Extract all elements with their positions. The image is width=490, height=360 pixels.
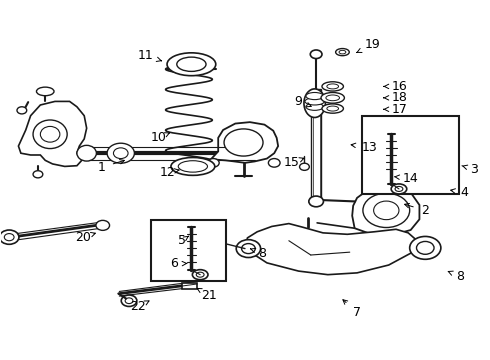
Text: 19: 19 — [357, 39, 381, 53]
Text: 16: 16 — [384, 80, 408, 93]
Ellipse shape — [305, 98, 324, 105]
Ellipse shape — [322, 82, 343, 91]
Text: 1: 1 — [98, 159, 124, 174]
Polygon shape — [19, 102, 87, 166]
Ellipse shape — [33, 120, 67, 149]
Text: 15: 15 — [284, 156, 304, 169]
Ellipse shape — [309, 196, 323, 207]
Bar — [151, 220, 225, 281]
Ellipse shape — [410, 237, 441, 259]
Ellipse shape — [96, 220, 110, 230]
Ellipse shape — [363, 193, 410, 228]
Text: 12: 12 — [160, 166, 179, 179]
Ellipse shape — [193, 270, 208, 280]
Ellipse shape — [322, 104, 343, 113]
Ellipse shape — [336, 49, 349, 56]
Ellipse shape — [391, 184, 407, 194]
Ellipse shape — [374, 201, 399, 220]
Text: 11: 11 — [138, 49, 162, 62]
Ellipse shape — [416, 242, 434, 254]
Text: 8: 8 — [250, 247, 267, 260]
Ellipse shape — [304, 89, 325, 117]
Text: 13: 13 — [351, 141, 377, 154]
Text: 5: 5 — [178, 234, 189, 247]
Ellipse shape — [395, 186, 403, 192]
Ellipse shape — [299, 163, 309, 170]
Text: 17: 17 — [384, 103, 408, 116]
Text: 18: 18 — [384, 91, 408, 104]
Ellipse shape — [125, 298, 133, 303]
Text: 8: 8 — [448, 270, 465, 283]
Ellipse shape — [339, 50, 346, 54]
Ellipse shape — [207, 158, 219, 167]
Ellipse shape — [17, 107, 27, 114]
Ellipse shape — [224, 129, 263, 156]
Ellipse shape — [0, 230, 19, 244]
Ellipse shape — [114, 148, 128, 158]
Ellipse shape — [236, 240, 261, 257]
Text: 7: 7 — [343, 300, 361, 319]
Bar — [362, 116, 460, 194]
Bar — [182, 283, 197, 289]
Ellipse shape — [177, 57, 206, 71]
Ellipse shape — [171, 157, 215, 175]
Text: 2: 2 — [405, 203, 429, 217]
Text: 22: 22 — [130, 300, 149, 313]
Ellipse shape — [77, 145, 97, 161]
Ellipse shape — [107, 143, 134, 163]
Ellipse shape — [326, 95, 340, 101]
Text: 6: 6 — [171, 257, 187, 270]
Ellipse shape — [321, 93, 344, 103]
Ellipse shape — [40, 126, 60, 142]
Ellipse shape — [362, 178, 374, 185]
Ellipse shape — [167, 53, 216, 76]
Ellipse shape — [306, 103, 323, 111]
Polygon shape — [245, 224, 418, 275]
Polygon shape — [352, 187, 419, 234]
Ellipse shape — [306, 93, 323, 100]
Text: 21: 21 — [197, 288, 217, 302]
Ellipse shape — [242, 244, 255, 253]
Ellipse shape — [178, 161, 207, 172]
Ellipse shape — [327, 106, 339, 111]
Ellipse shape — [36, 87, 54, 96]
Ellipse shape — [327, 84, 339, 89]
Text: 20: 20 — [75, 231, 96, 244]
Text: 9: 9 — [294, 95, 311, 108]
Ellipse shape — [269, 158, 280, 167]
Ellipse shape — [33, 171, 43, 178]
Bar — [311, 89, 321, 200]
Polygon shape — [211, 122, 278, 163]
Ellipse shape — [310, 50, 322, 59]
Ellipse shape — [196, 272, 204, 277]
Ellipse shape — [121, 295, 137, 306]
Text: 10: 10 — [150, 131, 170, 144]
Text: 3: 3 — [462, 163, 478, 176]
Text: 14: 14 — [394, 172, 418, 185]
Ellipse shape — [4, 234, 14, 241]
Text: 4: 4 — [451, 186, 468, 199]
